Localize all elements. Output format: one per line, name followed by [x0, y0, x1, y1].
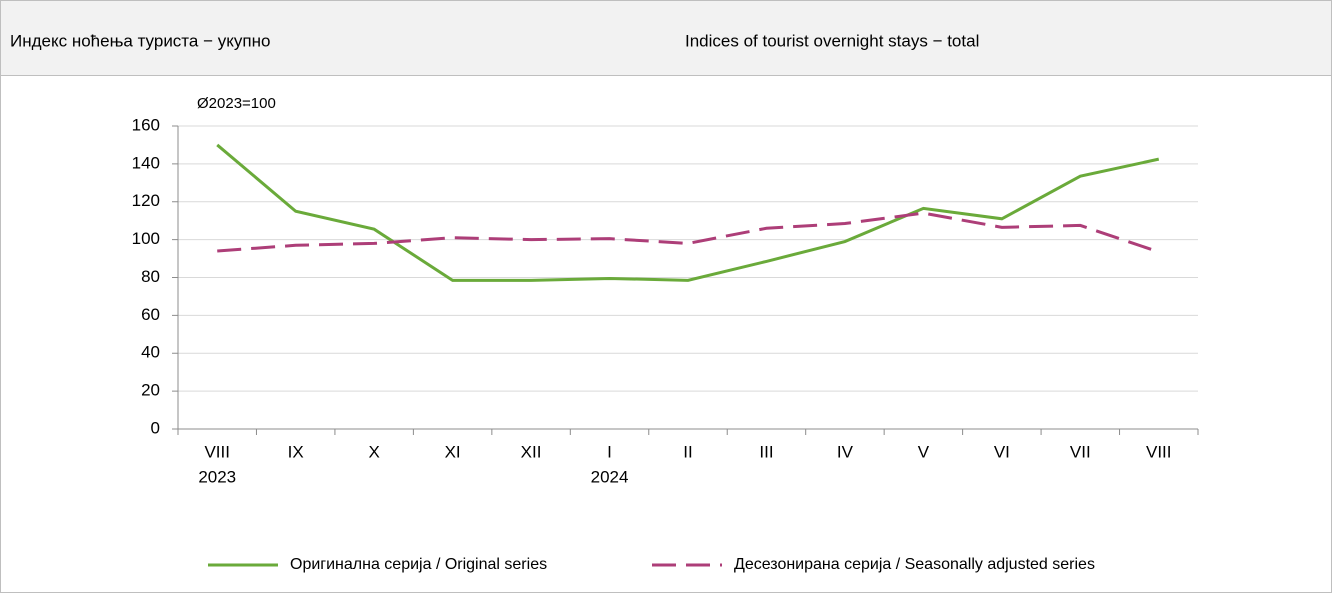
y-tick-label: 0 — [151, 418, 160, 437]
x-tick-label: IV — [837, 442, 854, 461]
x-tick-label: VI — [994, 442, 1010, 461]
legend-label: Десезонирана серија / Seasonally adjuste… — [734, 556, 1095, 573]
y-tick-label: 80 — [141, 267, 160, 286]
series-line — [216, 143, 1160, 282]
x-tick-label: XII — [521, 442, 542, 461]
legend-label: Оригинална серија / Original series — [290, 556, 547, 573]
x-tick-label: III — [759, 442, 773, 461]
x-tick-label: V — [918, 442, 930, 461]
x-tick-label: IX — [288, 442, 304, 461]
title-left: Индекс ноћења туриста − укупно — [10, 31, 270, 50]
y-tick-label: 20 — [141, 381, 160, 400]
x-tick-label: VII — [1070, 442, 1091, 461]
x-tick-label: X — [368, 442, 379, 461]
x-tick-label: II — [683, 442, 692, 461]
y-tick-label: 140 — [132, 153, 160, 172]
header-band — [0, 0, 1332, 76]
series-line — [217, 211, 1160, 254]
y-tick-label: 60 — [141, 305, 160, 324]
y-axis-label: Ø2023=100 — [197, 95, 276, 112]
x-tick-label: I — [607, 442, 612, 461]
x-tick-label: XI — [445, 442, 461, 461]
y-tick-label: 160 — [132, 115, 160, 134]
x-tick-label: 2023 — [198, 467, 236, 486]
x-tick-label: 2024 — [591, 467, 629, 486]
y-tick-label: 100 — [132, 229, 160, 248]
x-tick-label: VIII — [204, 442, 230, 461]
x-tick-label: VIII — [1146, 442, 1172, 461]
y-tick-label: 40 — [141, 343, 160, 362]
y-tick-label: 120 — [132, 191, 160, 210]
title-right: Indices of tourist overnight stays − tot… — [685, 31, 979, 50]
